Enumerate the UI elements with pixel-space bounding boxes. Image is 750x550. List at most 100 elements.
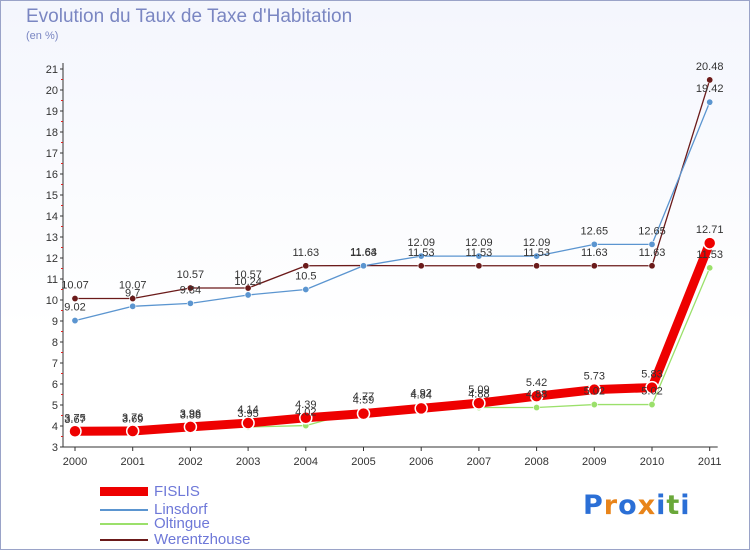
data-point-oltingue [590, 401, 598, 409]
data-point-fislis [299, 411, 313, 425]
legend-label-werentzhouse: Werentzhouse [154, 531, 251, 548]
y-tick-label: 9 [52, 316, 58, 328]
data-label-werentzhouse: 10.07 [61, 280, 89, 292]
legend-item-linsdorf: Linsdorf [100, 501, 207, 518]
logo-letter: r [603, 490, 619, 521]
data-label-oltingue: 11.53 [696, 249, 723, 261]
y-tick-label: 19 [46, 106, 58, 118]
y-tick-label: 18 [46, 127, 58, 139]
data-point-oltingue [648, 401, 656, 409]
legend-label-linsdorf: Linsdorf [154, 501, 208, 518]
logo-letter: P [583, 490, 604, 521]
proxiti-logo: Proxiti [583, 490, 691, 521]
data-label-fislis: 3.76 [122, 412, 143, 424]
data-label-werentzhouse: 11.64 [350, 247, 377, 259]
y-tick-label: 6 [52, 379, 58, 391]
data-label-werentzhouse: 11.53 [408, 247, 435, 259]
data-point-linsdorf [590, 240, 598, 248]
x-tick-label: 2009 [582, 456, 606, 468]
legend-swatch-fislis [100, 487, 148, 496]
data-point-fislis [414, 401, 428, 416]
data-label-oltingue: 4.92 [410, 388, 431, 400]
legend-label-oltingue: Oltingue [154, 515, 210, 532]
logo-letter: i [680, 490, 691, 521]
legend-swatch-werentzhouse [100, 538, 148, 541]
data-label-fislis: 4.59 [353, 395, 374, 407]
data-label-oltingue: 3.95 [237, 408, 258, 420]
y-tick-label: 10 [46, 295, 58, 307]
data-point-fislis [241, 416, 255, 430]
data-label-linsdorf: 12.09 [523, 237, 551, 249]
data-label-werentzhouse: 10.57 [234, 269, 262, 281]
data-point-werentzhouse [648, 262, 656, 270]
data-label-linsdorf: 9.7 [125, 287, 140, 299]
y-tick-label: 11 [47, 274, 58, 286]
logo-letter: x [637, 490, 657, 521]
data-point-linsdorf [359, 262, 367, 270]
data-label-linsdorf: 11.63 [350, 247, 377, 259]
logo-letter: i [656, 490, 667, 521]
data-label-linsdorf: 10.24 [234, 276, 262, 288]
legend-swatch-oltingue [100, 522, 148, 525]
y-tick-label: 3 [52, 442, 58, 454]
data-point-fislis [702, 236, 717, 250]
data-label-fislis: 4.84 [410, 389, 431, 401]
data-label-linsdorf: 12.65 [638, 225, 666, 237]
data-label-oltingue: 4.88 [468, 389, 489, 401]
data-point-oltingue [706, 264, 714, 272]
data-point-werentzhouse [129, 295, 137, 303]
data-label-linsdorf: 12.09 [465, 237, 493, 249]
data-label-fislis: 3.75 [64, 412, 85, 424]
x-tick-label: 2002 [178, 456, 202, 468]
y-tick-label: 5 [52, 400, 58, 412]
x-tick-label: 2000 [63, 456, 87, 468]
data-label-werentzhouse: 11.63 [292, 247, 319, 259]
data-point-werentzhouse [417, 262, 425, 270]
logo-letter: o [618, 490, 638, 521]
y-tick-label: 8 [52, 337, 58, 349]
data-point-linsdorf [648, 240, 656, 248]
data-point-fislis [356, 406, 371, 421]
data-label-fislis: 4.39 [295, 399, 316, 411]
data-label-linsdorf: 12.65 [581, 225, 609, 237]
y-tick-label: 15 [46, 190, 58, 202]
series-line-fislis [70, 238, 715, 436]
data-point-linsdorf [186, 299, 194, 307]
data-label-fislis: 5.83 [641, 369, 662, 381]
data-label-linsdorf: 19.42 [696, 83, 724, 95]
data-label-linsdorf: 10.5 [295, 271, 316, 283]
data-label-oltingue: 4.77 [353, 391, 374, 403]
x-tick-label: 2001 [120, 456, 144, 468]
data-point-werentzhouse [475, 262, 483, 270]
x-tick-label: 2010 [640, 456, 664, 468]
data-label-oltingue: 4.88 [526, 389, 547, 401]
y-tick-label: 13 [46, 232, 58, 244]
data-label-oltingue: 3.88 [180, 410, 201, 422]
series-line-werentzhouse [74, 79, 711, 300]
data-label-werentzhouse: 10.57 [177, 269, 205, 281]
data-point-fislis [472, 396, 486, 410]
data-label-fislis: 5.42 [526, 377, 547, 389]
data-point-fislis [68, 424, 82, 438]
x-tick-label: 2005 [351, 456, 375, 468]
data-point-werentzhouse [533, 262, 541, 270]
x-tick-label: 2006 [409, 456, 433, 468]
data-point-werentzhouse [590, 262, 598, 270]
data-point-linsdorf [706, 98, 714, 106]
data-label-werentzhouse: 10.07 [119, 280, 147, 292]
data-label-fislis: 5.09 [468, 384, 489, 396]
x-tick-label: 2003 [236, 456, 260, 468]
y-tick-label: 20 [46, 85, 58, 97]
data-point-werentzhouse [302, 262, 310, 270]
data-point-fislis [183, 420, 198, 434]
data-label-oltingue: 3.69 [122, 414, 143, 426]
data-point-linsdorf [475, 252, 483, 260]
data-label-werentzhouse: 11.63 [581, 247, 608, 259]
legend-item-oltingue: Oltingue [100, 515, 210, 532]
data-label-oltingue: 5.02 [584, 386, 605, 398]
data-label-fislis: 3.96 [180, 408, 201, 420]
data-label-fislis: 4.14 [237, 404, 258, 416]
legend-swatch-linsdorf [100, 508, 148, 511]
